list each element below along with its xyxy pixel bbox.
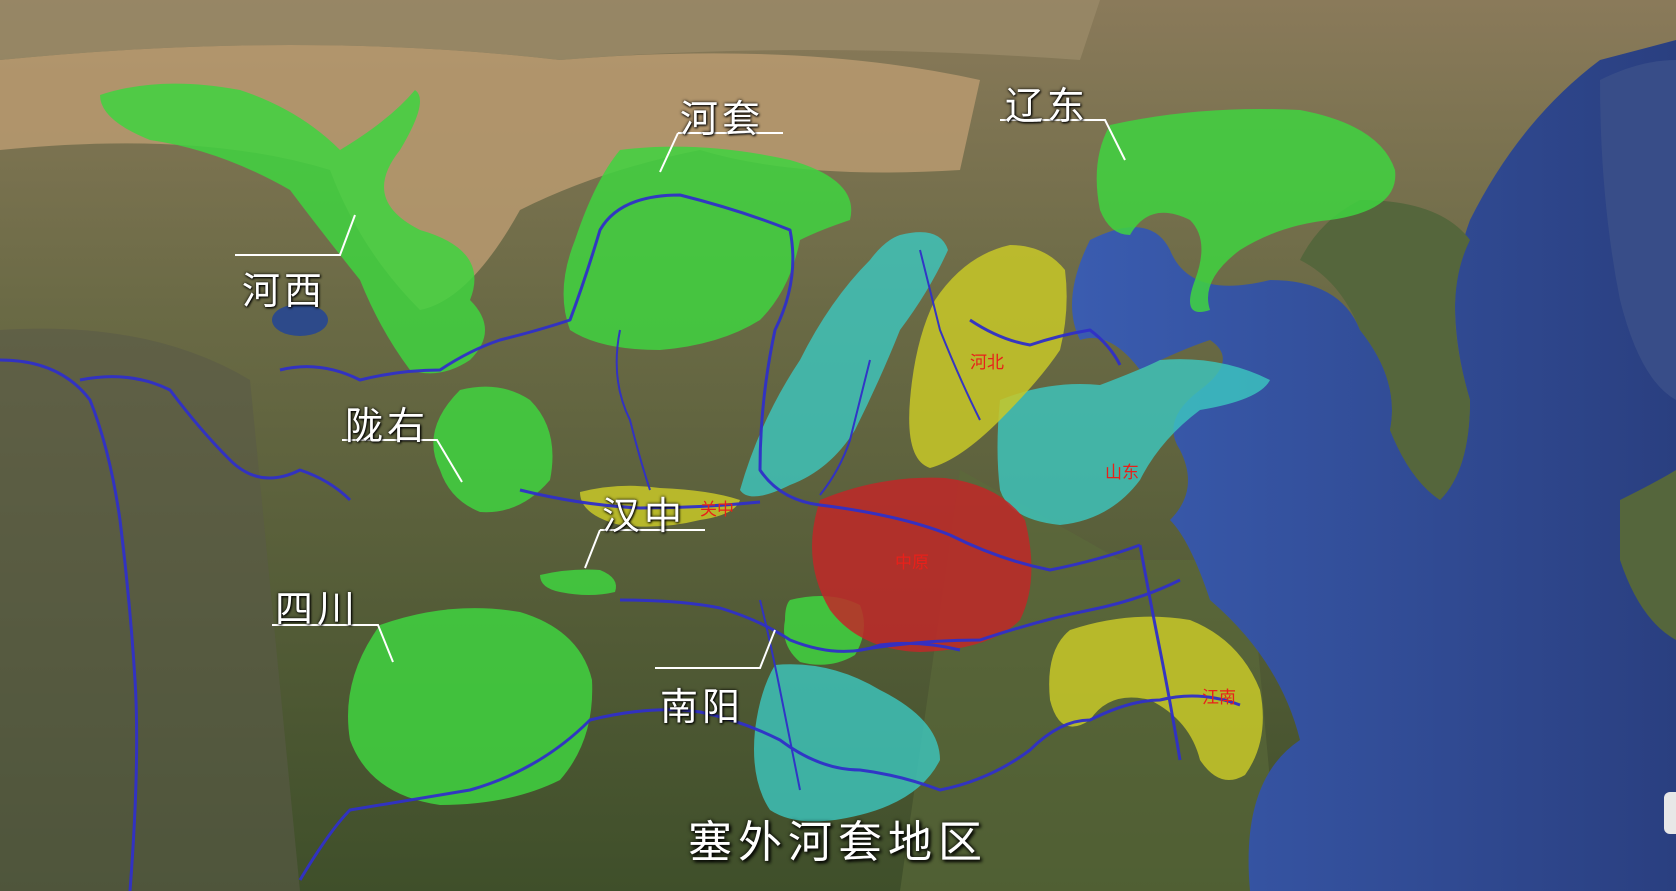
- region-liaodong: [1096, 109, 1396, 312]
- side-scroll-handle[interactable]: [1664, 792, 1676, 834]
- leader-hanzhong: [584, 529, 705, 569]
- region-hexi: [100, 83, 485, 374]
- desert-area-north: [0, 0, 1100, 60]
- leader-sichuan: [272, 624, 394, 663]
- leader-longyou: [342, 439, 463, 483]
- region-guanzhong-cyan: [740, 232, 948, 497]
- leader-hexi: [235, 214, 356, 256]
- rivers: [0, 193, 1241, 891]
- region-jingxiang-cyan: [754, 664, 940, 822]
- river-jinsha: [0, 358, 139, 891]
- region-jiangnan: [1049, 616, 1263, 780]
- region-hebei: [909, 245, 1067, 468]
- sea: [1072, 40, 1676, 891]
- label-hexi: 河西: [242, 269, 327, 313]
- region-guanzhong-yellow: [580, 485, 740, 527]
- label-hanzhong: 汉中: [602, 494, 687, 538]
- river-tributary-3: [759, 599, 801, 791]
- label-longyou: 陇右: [345, 404, 430, 448]
- river-yangtze: [298, 694, 1241, 881]
- region-longyou: [433, 386, 553, 513]
- river-grand-canal: [1138, 544, 1182, 761]
- qinghai-lake: [272, 304, 328, 336]
- map-caption: 塞外河套地区: [688, 817, 988, 868]
- river-hai: [969, 318, 1122, 366]
- label-hetao: 河套: [680, 97, 765, 141]
- river-tributary-2: [919, 249, 981, 421]
- river-tributary-1: [615, 329, 651, 491]
- label-liaodong: 辽东: [1005, 84, 1090, 128]
- leader-hetao: [659, 132, 783, 173]
- korea-peninsula: [1300, 200, 1470, 500]
- label-sichuan: 四川: [275, 587, 360, 631]
- river-upper-yellow: [79, 375, 352, 502]
- region-shandong: [997, 359, 1270, 525]
- label-leaders: [235, 119, 1126, 669]
- river-wei: [519, 488, 761, 510]
- label-hebei: 河北: [970, 353, 1004, 373]
- label-nanyang: 南阳: [660, 685, 745, 729]
- region-hetao: [563, 146, 852, 350]
- river-fen: [819, 359, 871, 496]
- label-shandong: 山东: [1105, 463, 1139, 483]
- region-zhongyuan: [812, 477, 1032, 652]
- leader-nanyang: [655, 629, 776, 669]
- japan-land: [1620, 470, 1676, 640]
- mountain-area-west: [0, 328, 300, 891]
- label-jiangnan: 江南: [1202, 688, 1236, 708]
- label-zhongyuan: 中原: [895, 553, 929, 573]
- river-huai: [859, 578, 1181, 652]
- river-yellow: [279, 193, 1141, 572]
- label-guanzhong: 关中: [700, 500, 734, 520]
- region-sichuan: [348, 608, 593, 805]
- region-hanzhong: [540, 569, 616, 595]
- japan-edge: [1600, 60, 1676, 400]
- leader-liaodong: [1000, 119, 1126, 161]
